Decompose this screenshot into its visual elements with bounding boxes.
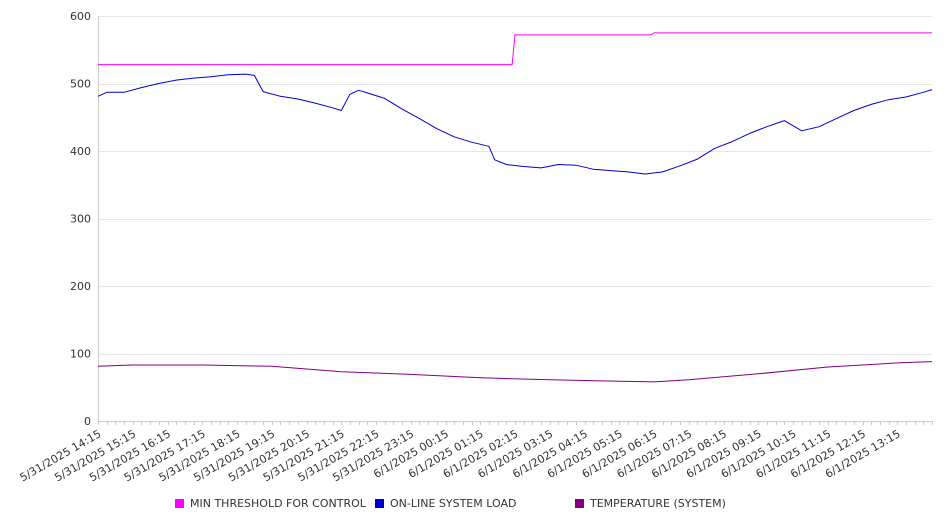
legend-item: MIN THRESHOLD FOR CONTROL — [175, 497, 366, 510]
y-tick-label: 100 — [70, 348, 91, 361]
legend: MIN THRESHOLD FOR CONTROL ON-LINE SYSTEM … — [0, 497, 946, 515]
legend-label: TEMPERATURE (SYSTEM) — [590, 497, 726, 510]
legend-item: TEMPERATURE (SYSTEM) — [575, 497, 726, 510]
x-tick-labels: 5/31/2025 14:155/31/2025 15:155/31/2025 … — [18, 427, 903, 484]
y-tick-label: 600 — [70, 10, 91, 23]
y-tick-label: 400 — [70, 145, 91, 158]
series-line-1 — [98, 32, 932, 66]
y-tick-label: 300 — [70, 213, 91, 226]
series-layer — [97, 32, 933, 383]
legend-swatch — [375, 499, 384, 508]
legend-label: ON-LINE SYSTEM LOAD — [390, 497, 517, 510]
legend-swatch — [175, 499, 184, 508]
y-tick-label: 0 — [84, 415, 91, 428]
legend-item: ON-LINE SYSTEM LOAD — [375, 497, 516, 510]
axes — [98, 16, 933, 425]
y-tick-labels: 0 100 200 300 400 500 600 — [70, 10, 91, 428]
y-tick-label: 200 — [70, 280, 91, 293]
legend-label: MIN THRESHOLD FOR CONTROL — [190, 497, 366, 510]
series-line-3 — [97, 361, 933, 383]
legend-swatch — [575, 499, 584, 508]
series-line-2 — [97, 73, 933, 175]
y-tick-label: 500 — [70, 78, 91, 91]
grid — [98, 16, 932, 355]
